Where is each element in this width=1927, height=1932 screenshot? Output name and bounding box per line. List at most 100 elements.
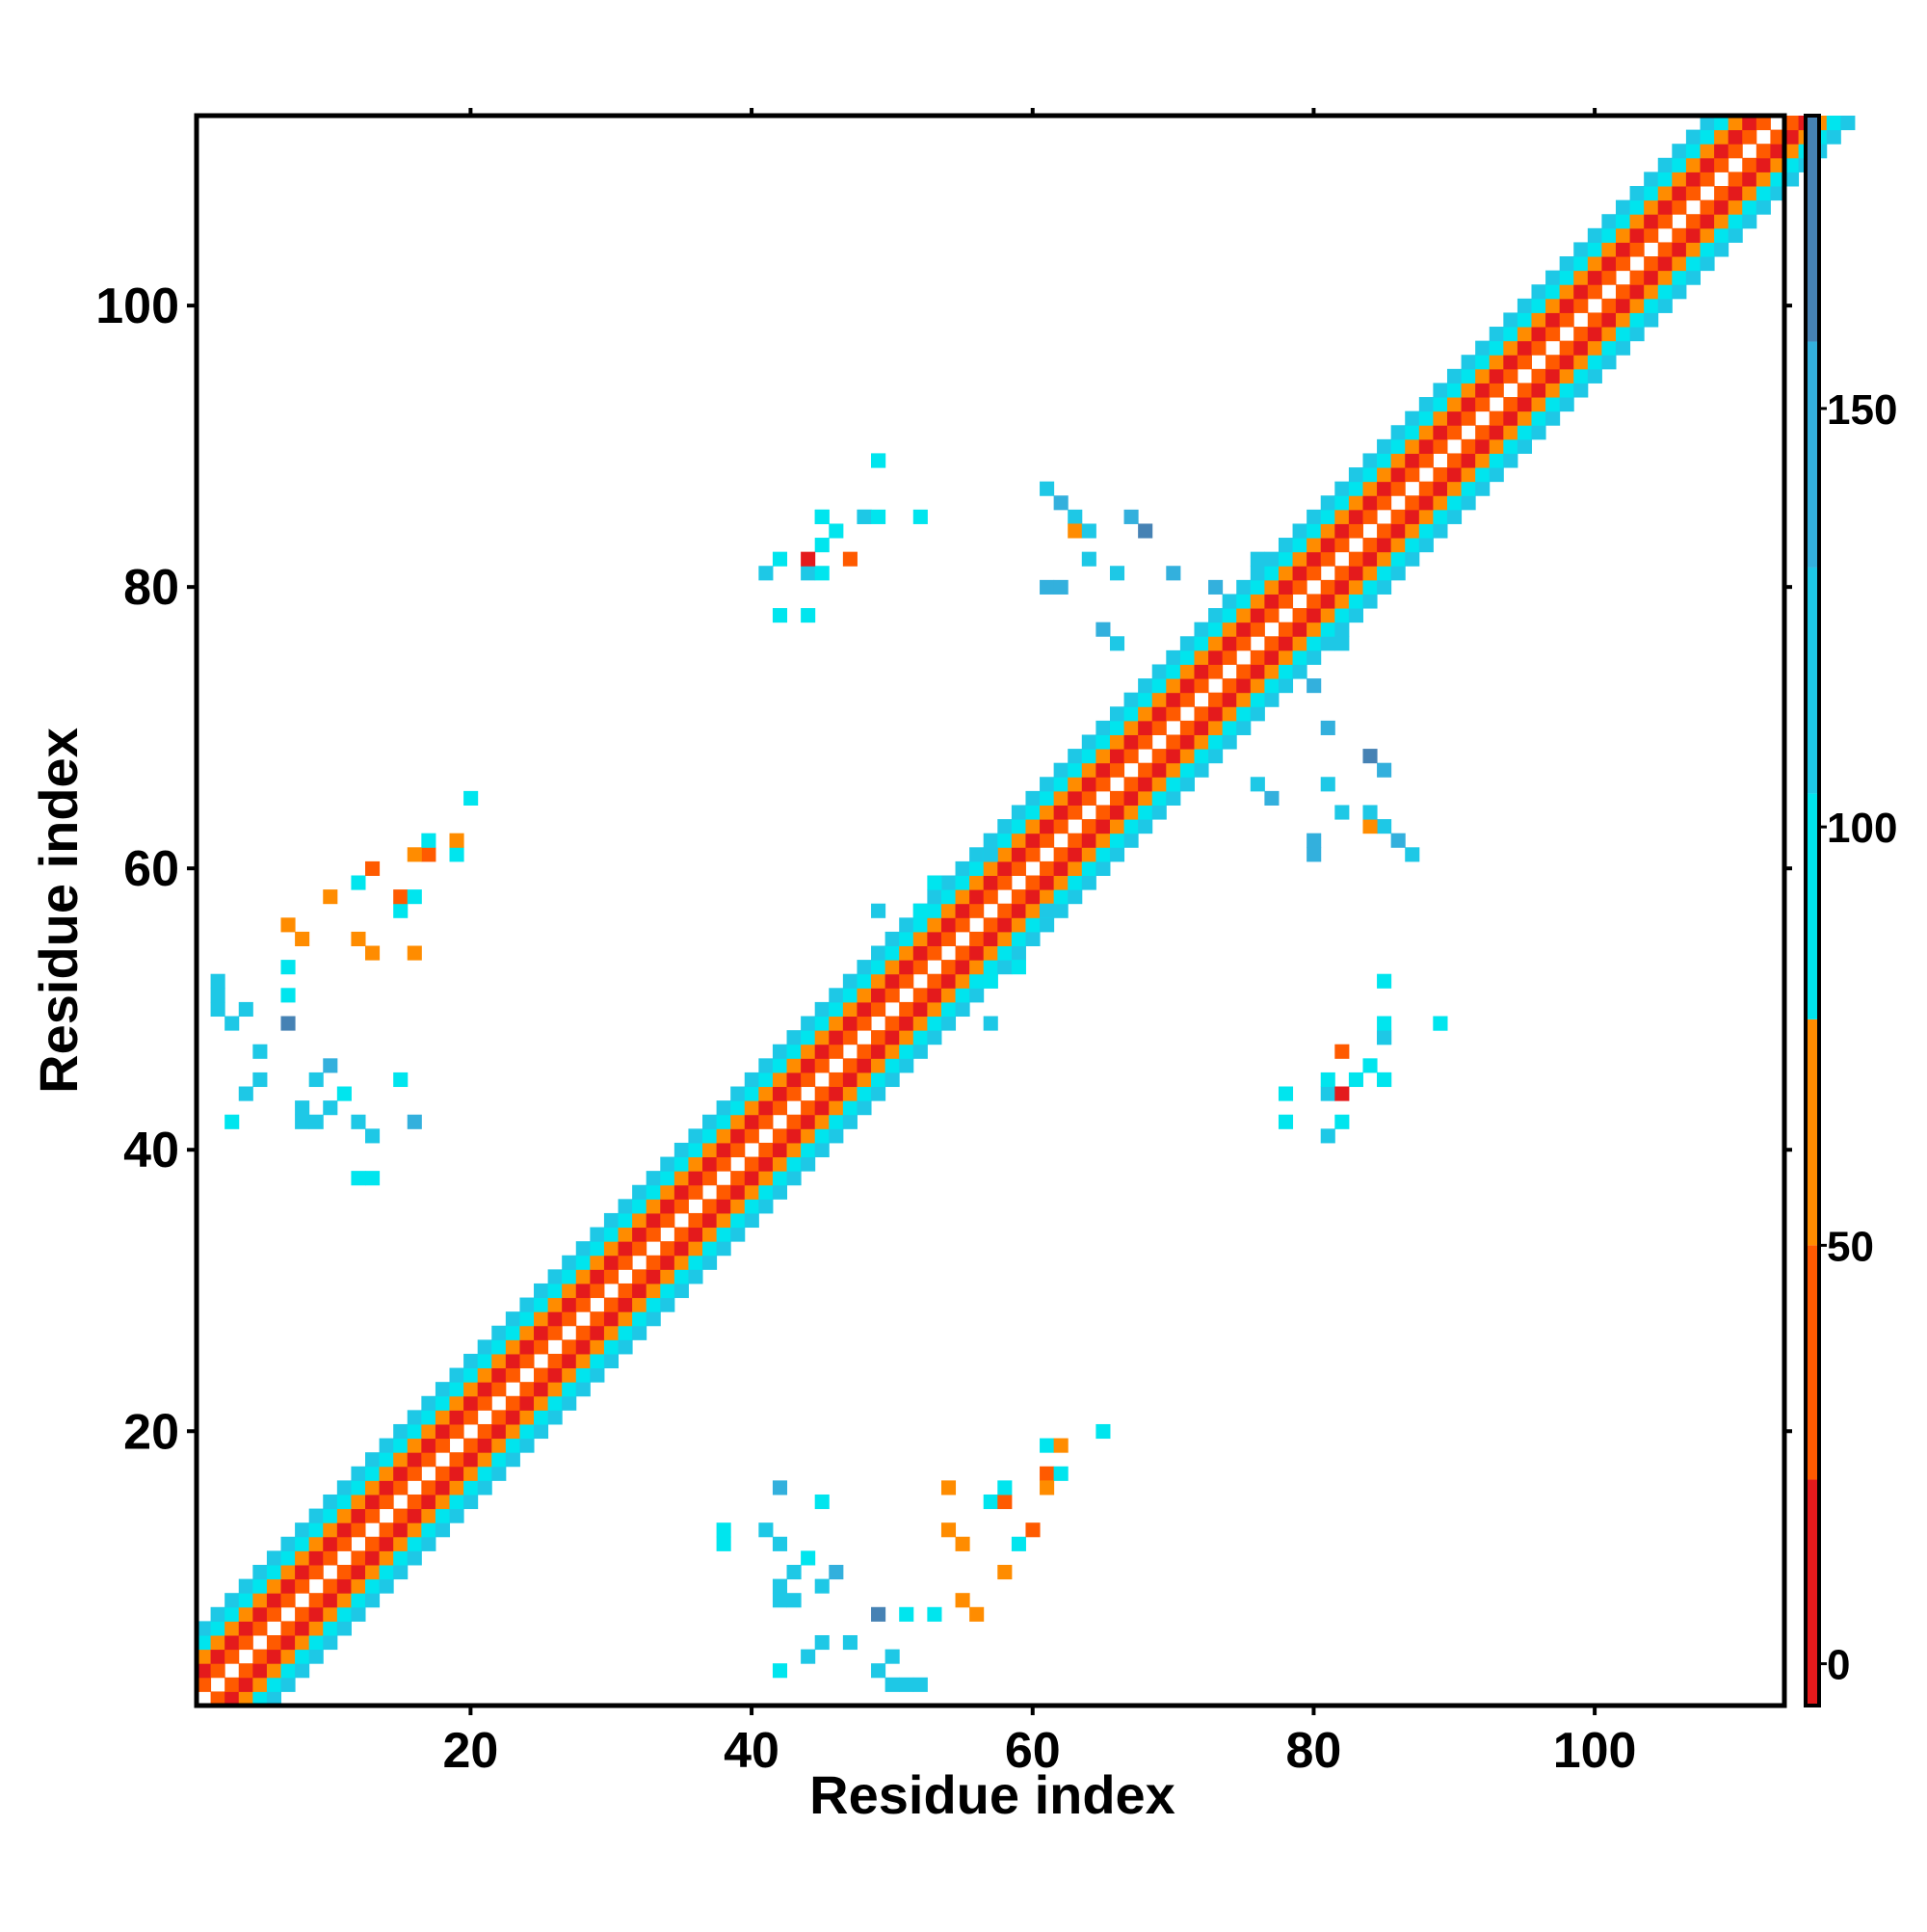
heatmap-cell	[1109, 790, 1125, 806]
heatmap-cell	[505, 1367, 520, 1383]
heatmap-cell	[1166, 790, 1181, 806]
heatmap-cell	[1307, 538, 1322, 553]
heatmap-cell	[603, 1353, 620, 1369]
heatmap-cell	[786, 1114, 802, 1129]
heatmap-cell	[997, 833, 1013, 848]
heatmap-cell	[1362, 819, 1378, 834]
heatmap-cell	[940, 1480, 957, 1495]
heatmap-cell	[407, 1114, 422, 1129]
heatmap-cell	[927, 889, 942, 905]
heatmap-cell	[1320, 636, 1335, 651]
heatmap-cell	[491, 1423, 507, 1440]
heatmap-cell	[351, 1466, 366, 1481]
heatmap-cell	[1700, 256, 1715, 272]
heatmap-cell	[1644, 186, 1659, 201]
heatmap-cell	[1644, 298, 1659, 313]
heatmap-cell	[238, 1691, 253, 1707]
heatmap-cell	[744, 1128, 759, 1144]
heatmap-cell	[379, 1564, 394, 1580]
heatmap-cell	[1461, 481, 1476, 496]
heatmap-cell	[1095, 819, 1111, 834]
heatmap-cell	[912, 1030, 928, 1045]
heatmap-cell	[1320, 495, 1335, 511]
heatmap-cell	[365, 1171, 381, 1186]
x-tick-label: 80	[1286, 1723, 1342, 1779]
heatmap-cell	[1685, 186, 1701, 201]
heatmap-cell	[969, 988, 985, 1003]
heatmap-cell	[1545, 270, 1561, 285]
heatmap-cell	[1405, 453, 1420, 468]
heatmap-cell	[547, 1395, 563, 1411]
heatmap-cell	[1208, 664, 1224, 679]
heatmap-cell	[210, 1621, 225, 1636]
heatmap-cell	[1208, 734, 1224, 750]
heatmap-cell	[1264, 566, 1280, 581]
heatmap-cell	[1433, 383, 1448, 398]
heatmap-cell	[463, 1480, 479, 1495]
heatmap-cell	[449, 1480, 464, 1495]
heatmap-cell	[449, 1466, 464, 1481]
heatmap-cell	[660, 1255, 675, 1270]
heatmap-cell	[336, 1522, 352, 1538]
heatmap-cell	[1236, 706, 1252, 722]
heatmap-cell	[238, 1677, 253, 1692]
heatmap-cell	[266, 1649, 282, 1664]
heatmap-cell	[758, 1171, 774, 1186]
heatmap-cell	[884, 1072, 900, 1088]
heatmap-cell	[1320, 622, 1335, 637]
heatmap-cell	[491, 1438, 507, 1453]
heatmap-cell	[1559, 383, 1574, 398]
heatmap-cell	[940, 1001, 957, 1018]
heatmap-cell	[1068, 749, 1083, 764]
heatmap-cell	[730, 1227, 746, 1242]
heatmap-cell	[1531, 425, 1546, 440]
heatmap-cell	[1222, 649, 1237, 665]
heatmap-cell	[1601, 270, 1617, 285]
heatmap-cell	[673, 1184, 689, 1200]
heatmap-cell	[1236, 594, 1252, 609]
heatmap-cell	[1700, 227, 1715, 243]
heatmap-cell	[758, 566, 774, 581]
heatmap-cell	[575, 1339, 591, 1355]
heatmap-cell	[1615, 284, 1631, 300]
heatmap-cell	[646, 1283, 661, 1299]
heatmap-cell	[829, 1001, 844, 1018]
heatmap-cell	[1629, 199, 1645, 215]
plot-frame	[194, 113, 1787, 1708]
heatmap-cell	[1095, 720, 1111, 735]
heatmap-cell	[884, 960, 900, 975]
colorbar-tick-label: 0	[1827, 1642, 1850, 1689]
heatmap-cell	[407, 1438, 422, 1453]
heatmap-cell	[1208, 622, 1224, 637]
heatmap-cell	[1755, 186, 1771, 201]
heatmap-cell	[1292, 551, 1307, 567]
heatmap-cell	[295, 931, 310, 947]
heatmap-cell	[646, 1184, 661, 1200]
heatmap-cell	[1208, 720, 1224, 735]
heatmap-cell	[197, 1663, 212, 1679]
heatmap-cell	[365, 1480, 381, 1495]
heatmap-cell	[1053, 847, 1069, 862]
heatmap-cell	[1700, 129, 1715, 145]
heatmap-cell	[814, 1086, 830, 1101]
heatmap-cell	[1095, 749, 1111, 764]
heatmap-cell	[1728, 116, 1743, 131]
heatmap-cell	[1377, 579, 1392, 595]
heatmap-cell	[1446, 383, 1463, 398]
heatmap-cell	[463, 1410, 479, 1425]
heatmap-cell	[1685, 172, 1701, 187]
heatmap-cell	[673, 1142, 689, 1158]
heatmap-cell	[646, 1227, 661, 1242]
colorbar-tick-label: 100	[1827, 805, 1897, 852]
heatmap-cell	[224, 1114, 240, 1129]
heatmap-cell	[940, 889, 957, 905]
heatmap-cell	[547, 1297, 563, 1312]
heatmap-cell	[632, 1297, 647, 1312]
heatmap-cell	[829, 1072, 844, 1088]
heatmap-cell	[1644, 214, 1659, 229]
heatmap-cell	[1714, 116, 1729, 131]
heatmap-cell	[1657, 214, 1673, 229]
heatmap-cell	[940, 903, 957, 918]
heatmap-cell	[758, 1058, 774, 1073]
heatmap-cell	[871, 1663, 886, 1679]
